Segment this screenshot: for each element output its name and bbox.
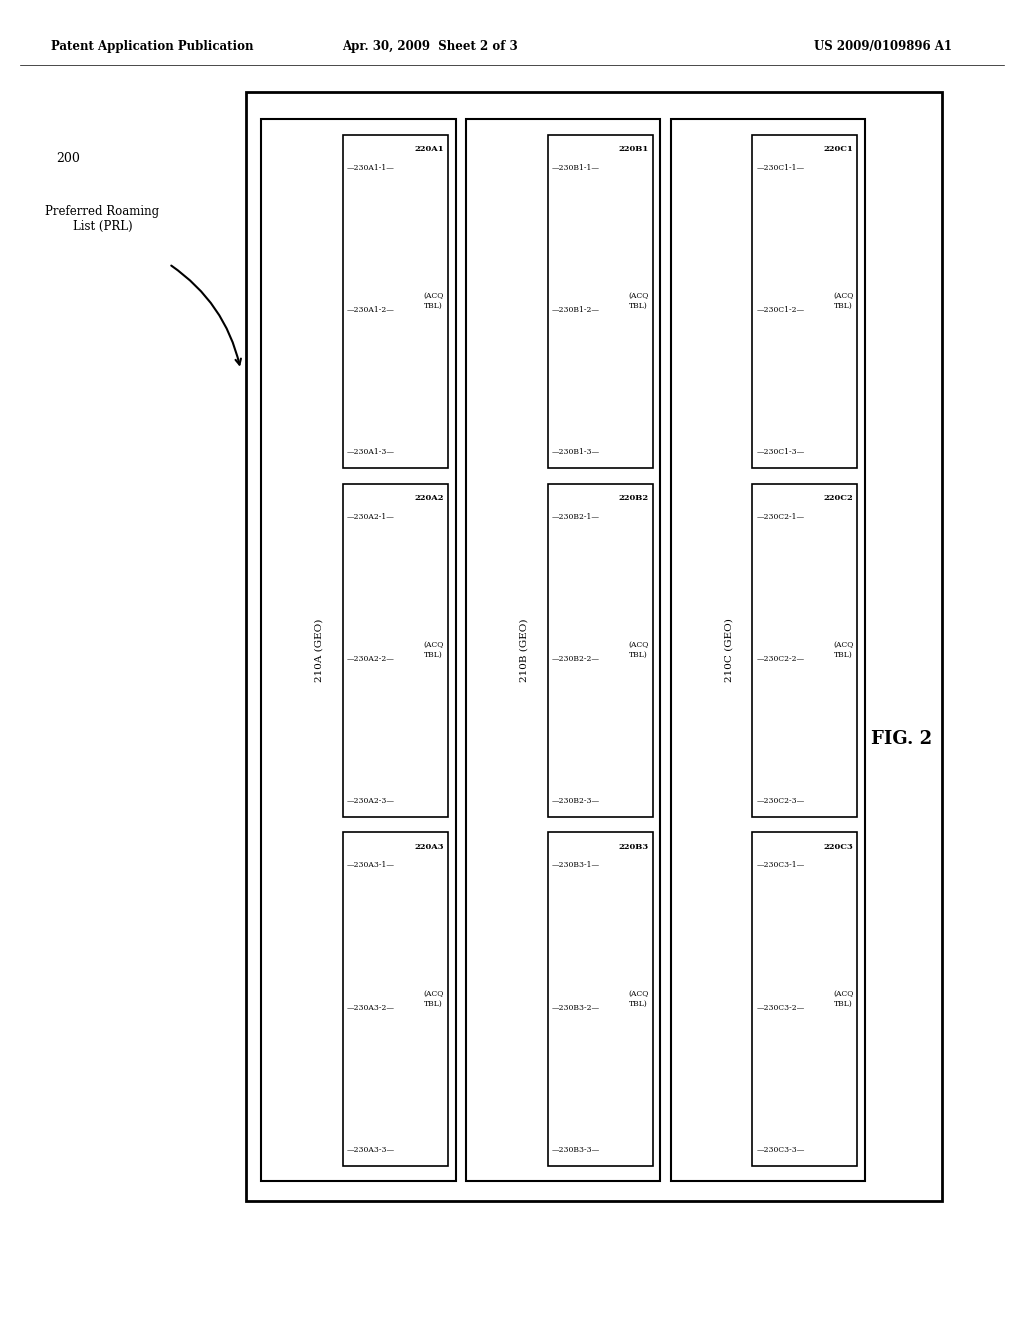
Text: 220A2: 220A2 xyxy=(415,494,443,502)
Text: —230A1-1—: —230A1-1— xyxy=(347,164,395,172)
Text: 210A (GEO): 210A (GEO) xyxy=(315,618,324,682)
Text: Preferred Roaming
List (PRL): Preferred Roaming List (PRL) xyxy=(45,205,160,232)
Text: —230B1-3—: —230B1-3— xyxy=(552,447,600,455)
Text: —230C1-3—: —230C1-3— xyxy=(757,447,805,455)
Text: —230A3-1—: —230A3-1— xyxy=(347,862,395,870)
Bar xyxy=(753,483,857,817)
Text: US 2009/0109896 A1: US 2009/0109896 A1 xyxy=(814,40,952,53)
Text: —230A2-2—: —230A2-2— xyxy=(347,655,395,663)
Text: (ACQ
TBL): (ACQ TBL) xyxy=(834,292,853,310)
Bar xyxy=(343,135,447,467)
Text: 220A1: 220A1 xyxy=(414,145,443,153)
Text: —230B3-3—: —230B3-3— xyxy=(552,1146,600,1154)
Text: 210B (GEO): 210B (GEO) xyxy=(520,618,528,682)
Text: (ACQ
TBL): (ACQ TBL) xyxy=(834,990,853,1008)
Text: 220C3: 220C3 xyxy=(823,843,853,851)
Text: —230B2-2—: —230B2-2— xyxy=(552,655,600,663)
Bar xyxy=(548,483,652,817)
Text: —230B1-1—: —230B1-1— xyxy=(552,164,600,172)
Bar xyxy=(548,135,652,467)
Text: 200: 200 xyxy=(56,152,80,165)
Text: 210C (GEO): 210C (GEO) xyxy=(725,618,733,682)
Text: —230A2-3—: —230A2-3— xyxy=(347,797,395,805)
Text: —230A3-3—: —230A3-3— xyxy=(347,1146,395,1154)
Text: 220A3: 220A3 xyxy=(415,843,443,851)
Text: Apr. 30, 2009  Sheet 2 of 3: Apr. 30, 2009 Sheet 2 of 3 xyxy=(342,40,518,53)
Text: 220B2: 220B2 xyxy=(618,494,648,502)
Text: (ACQ
TBL): (ACQ TBL) xyxy=(629,292,648,310)
Text: —230B1-2—: —230B1-2— xyxy=(552,306,600,314)
Bar xyxy=(466,119,660,1181)
Text: 220C2: 220C2 xyxy=(823,494,853,502)
Bar xyxy=(261,119,456,1181)
Bar xyxy=(343,483,447,817)
Bar xyxy=(343,833,447,1166)
Text: —230C2-3—: —230C2-3— xyxy=(757,797,805,805)
Text: —230B3-2—: —230B3-2— xyxy=(552,1003,600,1011)
Text: —230A1-3—: —230A1-3— xyxy=(347,447,395,455)
Text: —230A3-2—: —230A3-2— xyxy=(347,1003,395,1011)
Text: —230A1-2—: —230A1-2— xyxy=(347,306,395,314)
Text: —230C3-2—: —230C3-2— xyxy=(757,1003,805,1011)
Text: (ACQ
TBL): (ACQ TBL) xyxy=(834,642,853,659)
Text: 220C1: 220C1 xyxy=(823,145,853,153)
Text: —230C1-2—: —230C1-2— xyxy=(757,306,805,314)
Bar xyxy=(246,92,942,1201)
Bar xyxy=(753,833,857,1166)
Bar xyxy=(548,833,652,1166)
Text: —230C3-1—: —230C3-1— xyxy=(757,862,805,870)
Text: (ACQ
TBL): (ACQ TBL) xyxy=(629,642,648,659)
Text: —230C1-1—: —230C1-1— xyxy=(757,164,805,172)
Text: Patent Application Publication: Patent Application Publication xyxy=(51,40,254,53)
Text: —230B3-1—: —230B3-1— xyxy=(552,862,600,870)
Text: —230B2-1—: —230B2-1— xyxy=(552,512,600,520)
Text: —230B2-3—: —230B2-3— xyxy=(552,797,600,805)
Text: —230C2-2—: —230C2-2— xyxy=(757,655,805,663)
Text: 220B3: 220B3 xyxy=(618,843,648,851)
Text: 220B1: 220B1 xyxy=(618,145,648,153)
Text: —230C3-3—: —230C3-3— xyxy=(757,1146,805,1154)
Text: (ACQ
TBL): (ACQ TBL) xyxy=(424,292,443,310)
Text: FIG. 2: FIG. 2 xyxy=(870,730,932,748)
Text: (ACQ
TBL): (ACQ TBL) xyxy=(424,642,443,659)
Text: (ACQ
TBL): (ACQ TBL) xyxy=(629,990,648,1008)
Text: (ACQ
TBL): (ACQ TBL) xyxy=(424,990,443,1008)
Bar xyxy=(671,119,865,1181)
Bar xyxy=(753,135,857,467)
Text: —230A2-1—: —230A2-1— xyxy=(347,512,395,520)
Text: —230C2-1—: —230C2-1— xyxy=(757,512,805,520)
